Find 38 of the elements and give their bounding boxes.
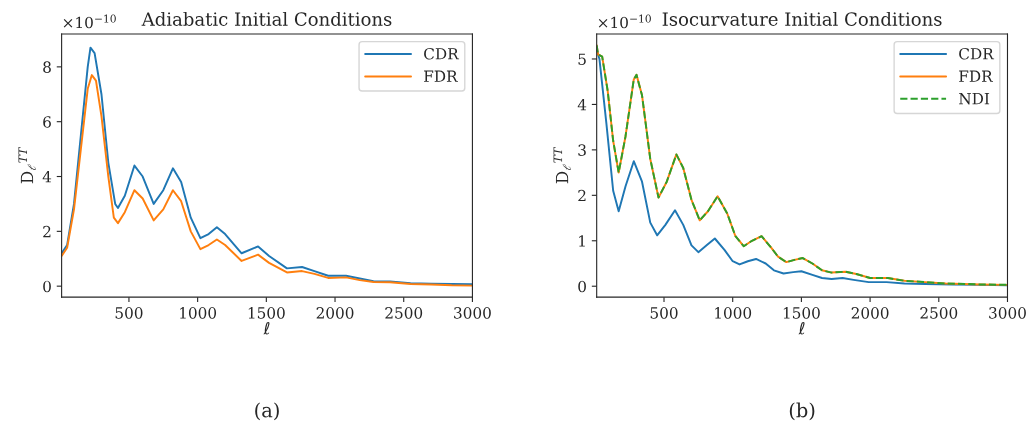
y-tick-label: 8 [43,61,51,73]
legend-label: FDR [424,70,458,82]
text: ×10$^{−10}$ [598,14,651,29]
y-tick-label: 4 [42,170,52,183]
x-tick-label: 2000 [851,307,889,319]
x-tick-label: 500 [115,307,143,319]
y-tick-label: 0 [578,280,586,293]
y-tick-label: 4 [577,98,587,111]
x-tick-label: 3000 [989,307,1026,319]
x-tick-label: 2500 [920,307,958,319]
legend-label: CDR [959,47,995,60]
chart-title: Isocurvature Initial Conditions [662,11,942,26]
y-tick-label: 2 [578,189,586,202]
y-tick-label: 1 [579,235,585,247]
legend-label: NDI [959,93,990,105]
x-tick-label: 3000 [454,307,491,319]
legend-label: FDR [959,70,994,82]
y-tick-label: 0 [43,280,51,293]
text: (a) [255,402,279,421]
x-tick-label: 2000 [316,307,354,319]
y-tick-label: 6 [43,116,51,128]
y-tick-label: 3 [578,144,586,156]
x-tick-label: 1000 [180,307,217,319]
x-axis-title: ℓ [263,321,270,335]
y-axis-title: D$_{ℓ}$$^{TT}$ [18,146,36,184]
y-tick-label: 5 [578,53,586,65]
x-tick-label: 1000 [715,307,752,319]
x-tick-label: 500 [650,307,678,319]
x-axis-title: ℓ [798,321,805,335]
text: ×10$^{−10}$ [63,14,116,29]
legend-label: CDR [424,47,460,60]
x-tick-label: 1500 [783,307,820,319]
x-tick-label: 2500 [385,307,423,319]
x-tick-label: 1500 [248,307,285,319]
y-tick-label: 2 [43,225,51,238]
y-axis-title: D$_{ℓ}$$^{TT}$ [553,146,571,184]
chart-title: Adiabatic Initial Conditions [141,11,392,26]
text: (b) [789,402,815,421]
